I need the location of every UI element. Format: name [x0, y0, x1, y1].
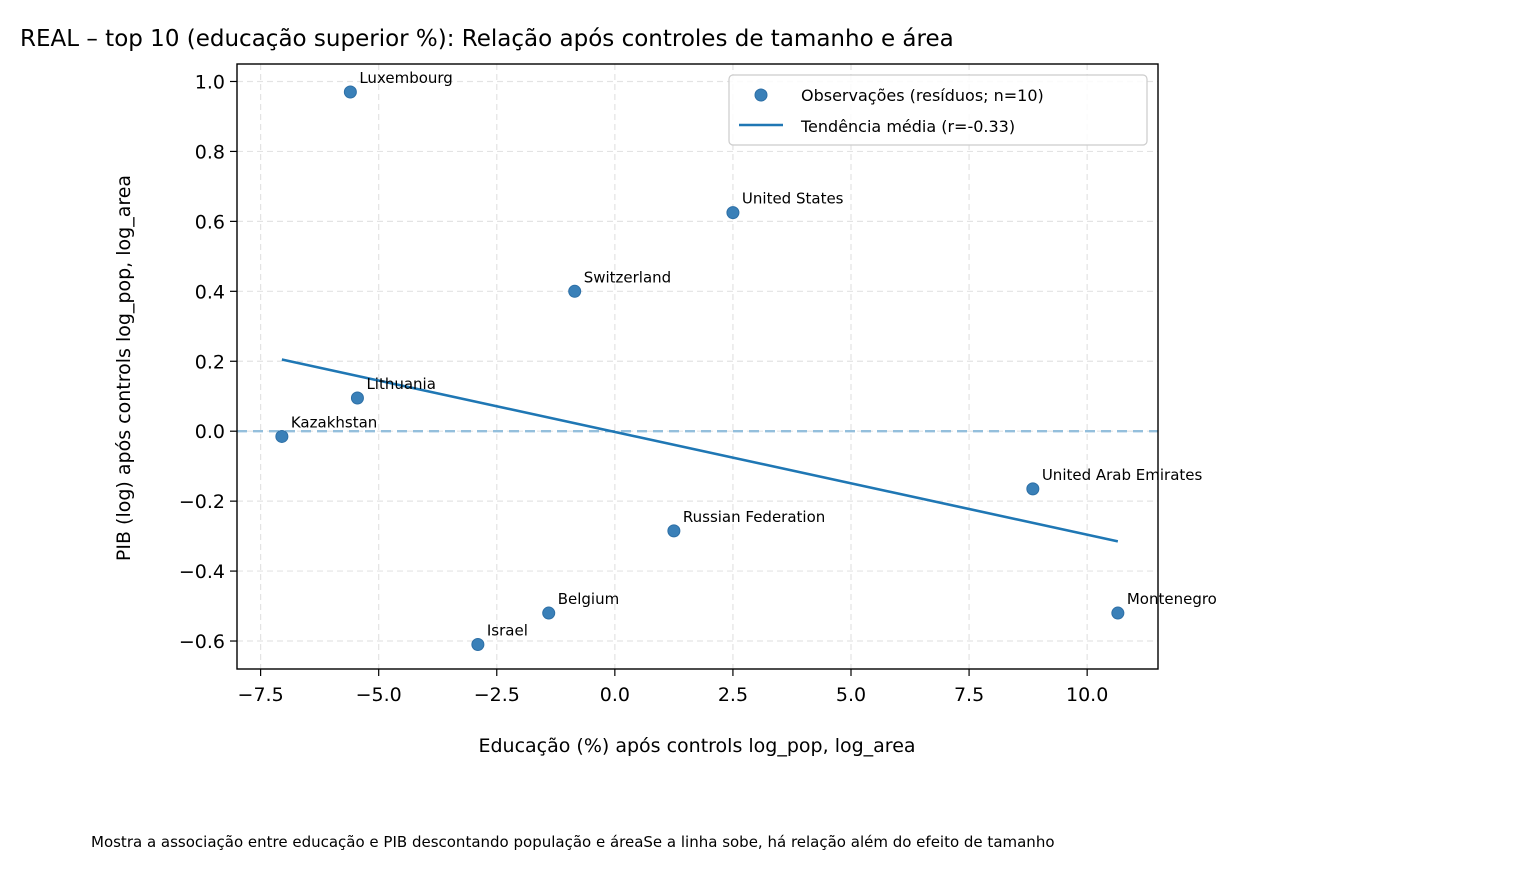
x-axis-label: Educação (%) após controls log_pop, log_…: [478, 735, 915, 757]
data-point: [471, 638, 485, 652]
data-point: [1111, 606, 1125, 620]
point-label: United States: [742, 190, 844, 208]
x-tick-label: −5.0: [356, 684, 402, 706]
legend-trend-label: Tendência média (r=-0.33): [800, 117, 1015, 136]
plot-frame: [236, 63, 1159, 670]
point-label: Lithuania: [366, 375, 435, 393]
point-label: Switzerland: [584, 268, 672, 286]
point-label: United Arab Emirates: [1042, 466, 1203, 484]
data-point: [350, 391, 364, 405]
y-axis-label: PIB (log) após controls log_pop, log_are…: [113, 175, 135, 561]
point-labels: Luxembourg United States Switzerland Lithua…: [291, 69, 1217, 640]
legend-scatter-label: Observações (resíduos; n=10): [801, 86, 1044, 105]
y-tick-label: 0.6: [195, 211, 225, 233]
y-tick-label: 0.4: [195, 281, 225, 303]
point-label: Kazakhstan: [291, 413, 377, 431]
x-tick-label: −2.5: [474, 684, 520, 706]
data-point: [542, 606, 556, 620]
x-tick-label: 2.5: [718, 684, 748, 706]
data-point: [343, 85, 357, 99]
x-tick-label: 7.5: [954, 684, 984, 706]
legend-scatter-marker: [754, 88, 768, 102]
trend-line: [281, 358, 1119, 543]
y-axis: −0.6 −0.4 −0.2 0.0 0.2 0.4 0.6 0.8 1.0: [179, 71, 237, 653]
data-points: [275, 85, 1125, 652]
x-axis: −7.5 −5.0 −2.5 0.0 2.5 5.0 7.5 10.0: [238, 669, 1108, 706]
plot-area: Luxembourg United States Switzerland Lithua…: [179, 63, 1217, 706]
y-tick-label: 0.0: [195, 421, 225, 443]
y-tick-label: −0.2: [179, 491, 225, 513]
x-tick-label: 10.0: [1066, 684, 1108, 706]
data-point: [667, 524, 681, 538]
y-tick-label: 0.8: [195, 141, 225, 163]
data-point: [275, 429, 289, 443]
point-label: Belgium: [558, 590, 620, 608]
x-tick-label: 0.0: [600, 684, 630, 706]
grid-lines: [237, 64, 1158, 669]
point-label: Montenegro: [1127, 590, 1217, 608]
point-label: Luxembourg: [359, 69, 453, 87]
y-tick-label: −0.4: [179, 561, 225, 583]
legend: Observações (resíduos; n=10) Tendência m…: [728, 74, 1148, 146]
caption: Mostra a associação entre educação e PIB…: [91, 833, 1055, 851]
data-point: [1026, 482, 1040, 496]
chart-title: REAL – top 10 (educação superior %): Rel…: [20, 26, 954, 52]
point-label: Russian Federation: [683, 508, 825, 526]
y-tick-label: 1.0: [195, 71, 225, 93]
legend-box: [728, 74, 1148, 146]
data-point: [726, 206, 740, 220]
x-tick-label: −7.5: [238, 684, 284, 706]
y-tick-label: 0.2: [195, 351, 225, 373]
y-tick-label: −0.6: [179, 631, 225, 653]
data-point: [568, 284, 582, 298]
x-tick-label: 5.0: [836, 684, 866, 706]
point-label: Israel: [487, 622, 528, 640]
